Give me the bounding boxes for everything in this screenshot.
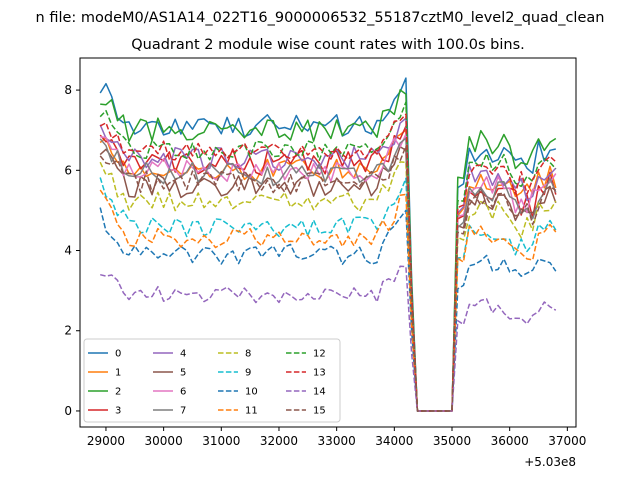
legend-label-8: 8 [245,349,251,360]
legend-label-4: 4 [180,349,186,360]
legend-label-11: 11 [245,406,258,417]
series-line-0 [99,77,556,412]
series-line-14 [100,265,557,412]
series-line-10 [99,207,557,412]
x-tick-label: 36000 [491,434,529,448]
y-tick-label: 8 [64,83,72,97]
legend-label-6: 6 [180,387,186,398]
x-tick-label: 34000 [375,434,413,448]
y-axis: 0 2 4 6 8 [64,83,80,418]
series-line-12 [99,101,557,412]
x-axis: 29000 30000 31000 32000 33000 34000 35000 36000… [87,427,586,448]
legend-label-10: 10 [245,387,258,398]
chart-title: Quadrant 2 module wise count rates with … [131,37,525,53]
y-tick-label: 6 [64,163,72,177]
legend-label-3: 3 [115,406,121,417]
legend-label-0: 0 [115,349,121,360]
x-axis-offset-label: +5.03e8 [524,455,576,469]
x-tick-label: 35000 [433,434,471,448]
series-line-13 [99,113,557,412]
x-tick-label: 30000 [145,434,183,448]
legend-label-12: 12 [313,349,326,360]
legend-frame [83,338,341,423]
series-line-11 [99,189,557,412]
legend-label-15: 15 [313,406,326,417]
legend-label-13: 13 [313,368,326,379]
legend-label-9: 9 [245,368,251,379]
y-tick-label: 0 [64,404,72,418]
plot-lines [99,77,557,412]
y-tick-label: 2 [64,324,72,338]
legend-label-7: 7 [180,406,186,417]
x-tick-label: 32000 [260,434,298,448]
x-tick-label: 29000 [87,434,125,448]
x-tick-label: 37000 [548,434,586,448]
series-line-15 [99,145,557,412]
legend-label-5: 5 [180,368,186,379]
series-line-8 [99,161,557,412]
legend-label-1: 1 [115,368,121,379]
y-tick-label: 4 [64,244,72,258]
x-tick-label: 31000 [202,434,240,448]
legend-label-14: 14 [313,387,326,398]
plot-frame [79,57,577,428]
legend-label-2: 2 [115,387,121,398]
series-line-2 [100,89,557,412]
series-line-5 [99,145,557,412]
series-line-9 [99,177,557,412]
figure-suptitle: n file: modeM0/AS1A14_022T16_9000006532_… [36,10,605,26]
x-tick-label: 33000 [318,434,356,448]
